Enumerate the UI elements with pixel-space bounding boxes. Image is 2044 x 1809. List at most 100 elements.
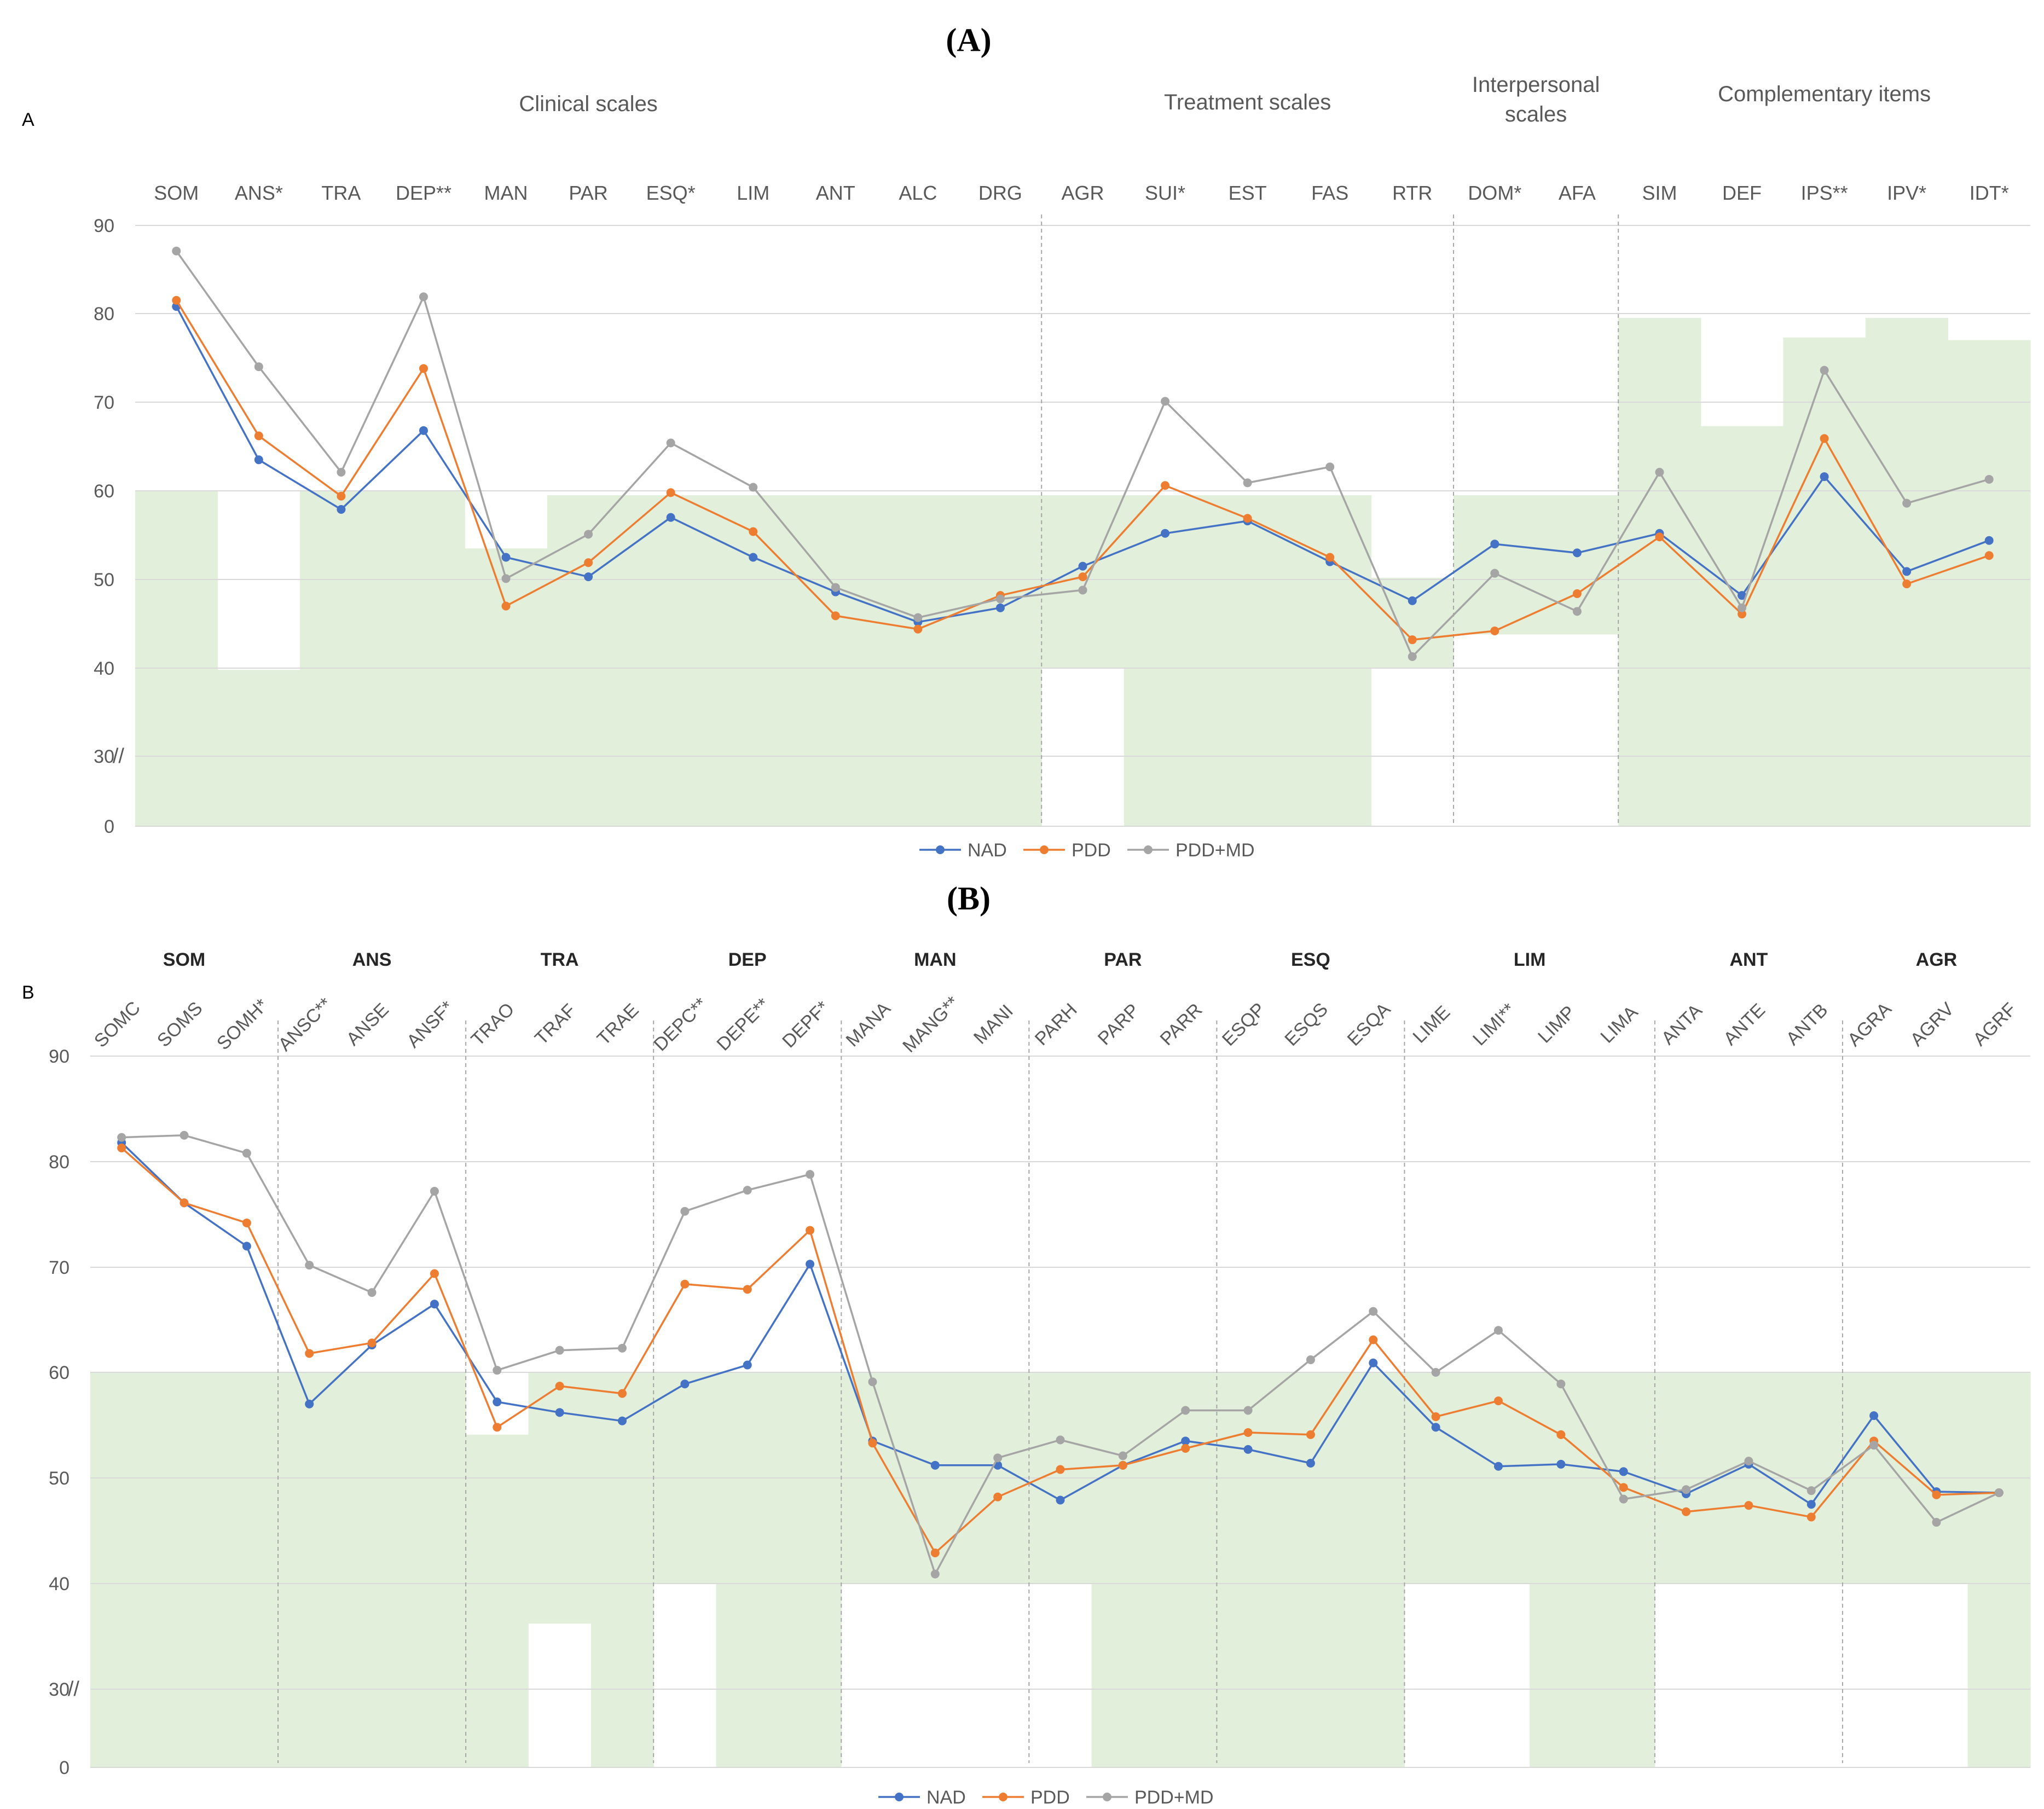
data-point — [1056, 1465, 1065, 1474]
data-point — [584, 530, 593, 539]
category-label: ANTE — [1719, 1000, 1769, 1050]
data-point — [749, 483, 758, 492]
data-point — [1306, 1430, 1315, 1439]
normal-range-band — [278, 1372, 341, 1767]
data-point — [618, 1416, 627, 1425]
y-tick-label: 50 — [49, 1468, 70, 1489]
legend-label: PDD+MD — [1134, 1787, 1214, 1808]
category-label: DEF — [1722, 182, 1762, 204]
legend-item-pdd: PDD — [982, 1787, 1070, 1808]
normal-range-band — [466, 1434, 529, 1767]
y-tick-label: 50 — [94, 570, 114, 590]
data-point — [1243, 1406, 1253, 1415]
data-point — [1369, 1335, 1378, 1344]
data-point — [117, 1133, 126, 1142]
category-label: AGR — [1061, 182, 1104, 204]
category-label: IPS** — [1801, 182, 1848, 204]
series-pdd-md — [172, 246, 1994, 661]
data-point — [1493, 1326, 1503, 1335]
data-point — [172, 246, 181, 256]
panel-title-b: (B) — [947, 880, 991, 917]
category-label: MAN — [484, 182, 528, 204]
data-point — [1682, 1507, 1691, 1516]
group-dividers — [277, 1021, 1843, 1763]
category-label: AGRA — [1844, 998, 1896, 1050]
category-label: ESQS — [1281, 999, 1332, 1050]
data-point — [806, 1170, 815, 1179]
normal-range-band — [711, 495, 795, 826]
category-label: DEP** — [396, 182, 451, 204]
panel-title-a: (A) — [946, 22, 991, 58]
group-label-esq: ESQ — [1291, 949, 1330, 970]
data-point — [1181, 1436, 1190, 1446]
group-label-lim: LIM — [1514, 949, 1546, 970]
category-label: ESQA — [1344, 999, 1395, 1050]
data-point — [1181, 1406, 1190, 1415]
category-label: TRAO — [467, 999, 519, 1050]
data-point — [1431, 1368, 1440, 1377]
data-point — [555, 1382, 564, 1391]
category-label: TRAF — [531, 1000, 580, 1049]
normal-range-band — [1288, 495, 1372, 826]
data-point — [254, 362, 263, 372]
data-point — [584, 572, 593, 582]
normal-range-band — [1206, 495, 1289, 826]
normal-range-band — [1967, 1372, 2031, 1767]
legend-item-nad: NAD — [919, 840, 1007, 861]
group-label-clinical-scales: Clinical scales — [519, 92, 657, 116]
data-point — [179, 1198, 189, 1208]
category-label: MANI — [970, 1001, 1017, 1048]
group-label-ans: ANS — [352, 949, 392, 970]
y-tick-label: 90 — [49, 1046, 70, 1067]
normal-range-band — [403, 1372, 466, 1767]
normal-range-band — [382, 491, 465, 826]
y-tick-label: 0 — [59, 1758, 70, 1778]
data-point — [1408, 635, 1417, 645]
data-point — [493, 1423, 502, 1432]
group-label-interpersonal-scales: scales — [1505, 102, 1567, 126]
data-point — [831, 611, 840, 621]
group-label-interpersonal-scales: Interpersonal — [1472, 73, 1600, 97]
normal-range-band — [590, 1372, 654, 1767]
data-point — [337, 491, 346, 501]
data-point — [1655, 467, 1664, 477]
data-point — [1118, 1460, 1127, 1470]
data-point — [1161, 397, 1170, 406]
normal-range-band — [959, 495, 1042, 826]
category-label: LIME — [1409, 1002, 1454, 1047]
data-point — [1078, 572, 1087, 582]
data-point — [913, 624, 923, 634]
data-point — [1738, 603, 1747, 612]
data-point — [179, 1130, 189, 1140]
category-label: IPV* — [1887, 182, 1926, 204]
data-point — [1682, 1485, 1691, 1494]
category-label: SOMH* — [213, 995, 272, 1054]
data-point — [172, 295, 181, 305]
data-point — [1820, 366, 1829, 375]
data-point — [930, 1569, 940, 1579]
group-label-agr: AGR — [1916, 949, 1958, 970]
data-point — [367, 1288, 377, 1297]
data-point — [493, 1398, 502, 1407]
legend-item-pdd-md: PDD+MD — [1127, 840, 1255, 861]
category-label: ANSF* — [403, 997, 458, 1052]
category-label: MANG** — [899, 992, 963, 1057]
legend-swatch-marker — [936, 845, 945, 854]
data-point — [1902, 567, 1912, 576]
data-point — [1431, 1412, 1440, 1422]
data-point — [1806, 1500, 1816, 1509]
y-tick-label: 40 — [94, 658, 114, 679]
chart-b: B 0 30 40 50 60 70 80 90 // SOM ANS TRA DEP MAN PAR ESQ L… — [22, 949, 2031, 1808]
normal-range-band — [465, 548, 548, 826]
data-point — [1369, 1358, 1378, 1367]
legend: NAD PDD PDD+MD — [878, 1787, 1214, 1808]
data-point — [254, 431, 263, 440]
y-tick-label: 60 — [49, 1362, 70, 1383]
data-point — [1984, 536, 1994, 545]
data-point — [242, 1242, 251, 1251]
category-labels: SOMC SOMS SOMH* ANSC** ANSE ANSF* TRAO TRAF TRAE… — [90, 992, 2020, 1057]
data-point — [254, 455, 263, 465]
y-tick-label: 30 — [94, 746, 114, 767]
data-point — [680, 1207, 690, 1216]
normal-range-band — [1041, 495, 1125, 668]
